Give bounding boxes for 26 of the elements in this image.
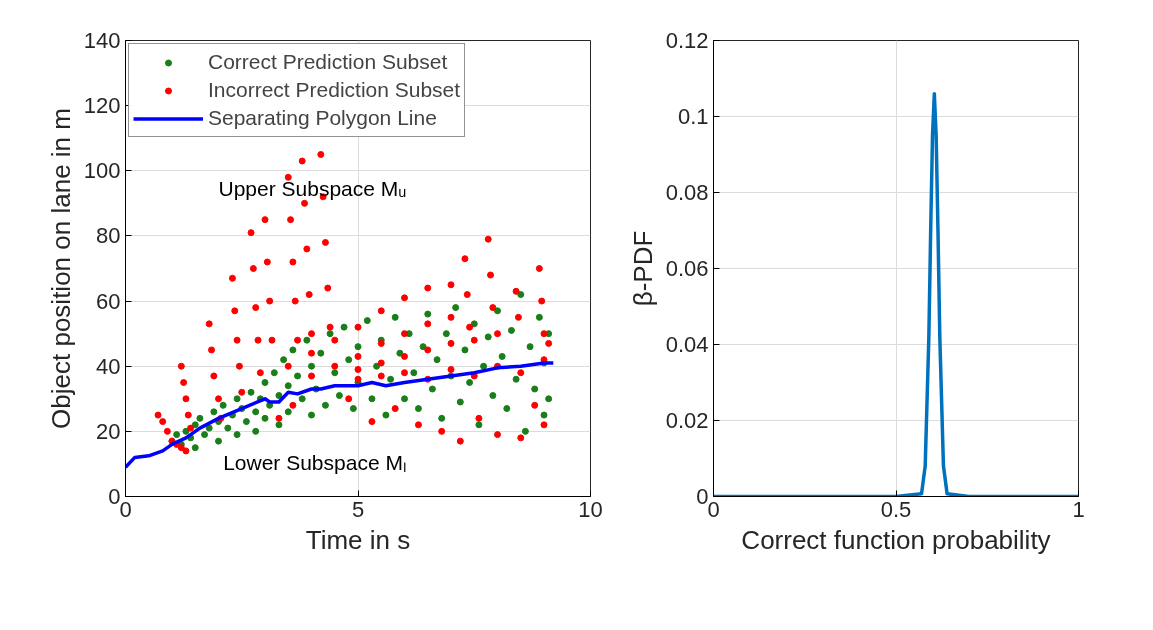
y-tick-label: 0.08 [665, 180, 709, 205]
y-tick-label: 0.04 [665, 332, 709, 357]
y-tick-label: 0.02 [665, 408, 709, 433]
x-tick-label: 0.5 [880, 496, 912, 522]
y-tick-label: 60 [96, 288, 121, 314]
annotation: Upper Subspace Mᵤ [218, 177, 407, 201]
x-axis-title: Time in s [305, 524, 411, 555]
y-axis-title: Object position on lane in m [45, 108, 76, 429]
y-tick-label: 120 [83, 93, 121, 119]
legend-label: Separating Polygon Line [208, 105, 437, 131]
y-axis-title: β-PDF [627, 230, 658, 307]
y-tick-label: 80 [96, 223, 121, 249]
annotation: Lower Subspace Mₗ [223, 450, 407, 474]
x-axis-title: Correct function probability [741, 524, 1051, 555]
y-tick-label: 0.1 [677, 104, 709, 129]
x-tick-label: 1 [1072, 496, 1085, 522]
x-tick-label: 5 [351, 496, 365, 522]
x-tick-label: 10 [578, 496, 603, 522]
legend-label: Incorrect Prediction Subset [208, 77, 461, 103]
y-tick-label: 0.12 [665, 28, 709, 53]
y-tick-label: 20 [96, 418, 121, 444]
y-tick-label: 140 [83, 28, 121, 53]
legend-label: Correct Prediction Subset [208, 49, 448, 75]
y-tick-label: 40 [96, 353, 121, 379]
y-tick-label: 0.06 [665, 256, 709, 281]
y-tick-label: 100 [83, 158, 121, 184]
